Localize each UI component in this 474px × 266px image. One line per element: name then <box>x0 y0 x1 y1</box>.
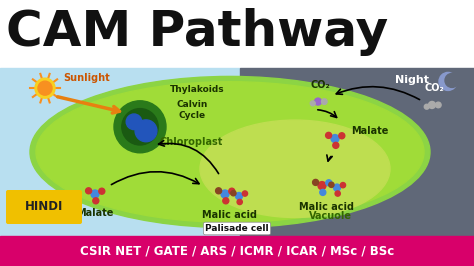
Text: Thylakoids: Thylakoids <box>170 85 224 94</box>
Ellipse shape <box>30 76 430 228</box>
Circle shape <box>38 81 52 95</box>
Bar <box>0 68 240 236</box>
Circle shape <box>315 98 321 105</box>
Circle shape <box>439 72 457 90</box>
Text: Night: Night <box>395 75 429 85</box>
Circle shape <box>329 182 334 188</box>
Circle shape <box>242 191 247 196</box>
Circle shape <box>331 135 339 143</box>
Circle shape <box>99 188 105 194</box>
Circle shape <box>229 188 235 194</box>
Text: CSIR NET / GATE / ARS / ICMR / ICAR / MSc / BSc: CSIR NET / GATE / ARS / ICMR / ICAR / MS… <box>80 244 394 257</box>
Ellipse shape <box>200 120 390 218</box>
Text: CO₂: CO₂ <box>310 80 330 90</box>
Circle shape <box>236 193 243 200</box>
Text: CAM Pathway: CAM Pathway <box>6 8 388 56</box>
Circle shape <box>326 132 332 138</box>
Bar <box>0 0 474 68</box>
Text: Vacuole: Vacuole <box>309 211 352 221</box>
Text: Malic acid: Malic acid <box>300 202 355 211</box>
Circle shape <box>312 179 319 185</box>
Circle shape <box>333 142 339 148</box>
Circle shape <box>126 114 142 130</box>
Circle shape <box>339 133 345 139</box>
Circle shape <box>216 188 222 194</box>
Text: Chloroplast: Chloroplast <box>160 137 223 147</box>
Circle shape <box>91 190 99 198</box>
Circle shape <box>231 190 236 196</box>
Circle shape <box>321 99 327 104</box>
Circle shape <box>93 198 99 204</box>
Circle shape <box>114 101 166 153</box>
Circle shape <box>86 188 91 194</box>
Bar <box>0 236 474 266</box>
Text: Calvin
Cycle: Calvin Cycle <box>176 100 208 120</box>
Circle shape <box>326 180 332 186</box>
Circle shape <box>335 191 340 196</box>
Text: Malate: Malate <box>76 208 114 218</box>
Circle shape <box>35 78 55 98</box>
Circle shape <box>436 102 441 108</box>
Text: CO₂: CO₂ <box>424 83 444 93</box>
Circle shape <box>237 199 242 205</box>
Circle shape <box>320 189 326 196</box>
Circle shape <box>424 104 429 109</box>
FancyBboxPatch shape <box>6 190 82 224</box>
Circle shape <box>221 190 229 198</box>
Circle shape <box>135 120 157 142</box>
Circle shape <box>428 101 436 109</box>
Text: Malate: Malate <box>351 126 388 136</box>
Circle shape <box>122 109 158 145</box>
Circle shape <box>318 182 326 190</box>
Text: Malic acid: Malic acid <box>202 210 257 220</box>
Text: HINDI: HINDI <box>25 201 63 214</box>
Bar <box>240 68 474 236</box>
Circle shape <box>310 101 315 106</box>
Circle shape <box>223 198 229 204</box>
Text: Palisade cell: Palisade cell <box>205 224 269 233</box>
Ellipse shape <box>36 82 424 222</box>
Circle shape <box>340 182 346 188</box>
Circle shape <box>445 73 459 88</box>
Text: Sunlight: Sunlight <box>63 73 110 83</box>
Circle shape <box>334 184 340 191</box>
